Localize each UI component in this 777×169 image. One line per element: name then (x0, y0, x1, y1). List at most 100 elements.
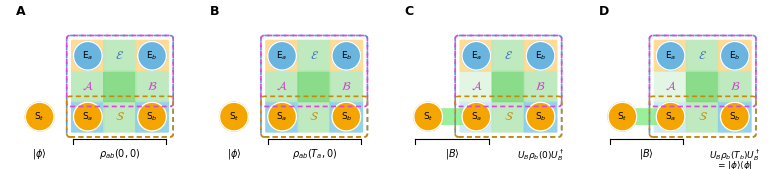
Text: $U_B\rho_b(0)U_B^\dagger$: $U_B\rho_b(0)U_B^\dagger$ (517, 147, 564, 163)
Text: $|B\rangle$: $|B\rangle$ (444, 147, 460, 161)
Circle shape (138, 102, 166, 131)
Circle shape (268, 102, 297, 131)
Circle shape (74, 41, 103, 70)
Text: $\mathrm{E}_a$: $\mathrm{E}_a$ (277, 50, 287, 62)
FancyBboxPatch shape (459, 40, 493, 72)
Text: $\mathrm{S}_a$: $\mathrm{S}_a$ (471, 110, 482, 123)
FancyBboxPatch shape (459, 101, 493, 133)
FancyBboxPatch shape (298, 101, 331, 133)
Text: C: C (405, 5, 413, 18)
FancyBboxPatch shape (71, 40, 105, 72)
Text: $\mathcal{B}$: $\mathcal{B}$ (341, 80, 351, 93)
FancyBboxPatch shape (686, 101, 720, 133)
Circle shape (608, 102, 637, 131)
Circle shape (526, 102, 555, 131)
FancyBboxPatch shape (653, 40, 688, 72)
FancyBboxPatch shape (440, 108, 465, 125)
Text: $|\phi\rangle$: $|\phi\rangle$ (33, 147, 47, 161)
FancyBboxPatch shape (103, 70, 137, 102)
Text: $|B\rangle$: $|B\rangle$ (639, 147, 654, 161)
FancyBboxPatch shape (686, 40, 720, 72)
Text: A: A (16, 5, 26, 18)
Circle shape (332, 102, 361, 131)
FancyBboxPatch shape (329, 40, 363, 72)
FancyBboxPatch shape (135, 40, 169, 72)
FancyBboxPatch shape (265, 101, 299, 133)
Text: $|\phi\rangle$: $|\phi\rangle$ (227, 147, 241, 161)
Text: $\mathrm{S}_t$: $\mathrm{S}_t$ (423, 110, 434, 123)
Text: $\mathrm{E}_b$: $\mathrm{E}_b$ (340, 50, 352, 62)
Circle shape (220, 102, 249, 131)
FancyBboxPatch shape (298, 70, 331, 102)
FancyBboxPatch shape (718, 40, 751, 72)
Text: $\mathrm{S}_t$: $\mathrm{S}_t$ (34, 110, 45, 123)
Text: $\mathrm{E}_a$: $\mathrm{E}_a$ (82, 50, 93, 62)
Circle shape (657, 41, 685, 70)
FancyBboxPatch shape (71, 70, 105, 102)
FancyBboxPatch shape (71, 101, 105, 133)
Text: $\mathcal{S}$: $\mathcal{S}$ (698, 110, 708, 123)
Text: $\mathcal{S}$: $\mathcal{S}$ (309, 110, 319, 123)
FancyBboxPatch shape (135, 70, 169, 102)
Text: $\mathrm{E}_b$: $\mathrm{E}_b$ (146, 50, 158, 62)
FancyBboxPatch shape (492, 101, 525, 133)
Text: $\mathrm{E}_b$: $\mathrm{E}_b$ (729, 50, 740, 62)
Text: $\mathcal{A}$: $\mathcal{A}$ (665, 80, 676, 93)
Text: D: D (599, 5, 609, 18)
Circle shape (720, 41, 749, 70)
Text: $\mathrm{S}_t$: $\mathrm{S}_t$ (228, 110, 239, 123)
FancyBboxPatch shape (103, 101, 137, 133)
Text: $=|\phi\rangle\langle\phi|$: $=|\phi\rangle\langle\phi|$ (716, 159, 753, 169)
Text: $\mathrm{S}_b$: $\mathrm{S}_b$ (146, 110, 158, 123)
Circle shape (414, 102, 443, 131)
FancyBboxPatch shape (329, 101, 363, 133)
Circle shape (720, 102, 749, 131)
Text: $\mathrm{S}_b$: $\mathrm{S}_b$ (729, 110, 740, 123)
Circle shape (26, 102, 54, 131)
Text: $\mathrm{S}_a$: $\mathrm{S}_a$ (82, 110, 93, 123)
Text: $\mathcal{A}$: $\mathcal{A}$ (82, 80, 93, 93)
FancyBboxPatch shape (653, 70, 688, 102)
FancyBboxPatch shape (634, 108, 659, 125)
Text: $\mathrm{E}_a$: $\mathrm{E}_a$ (471, 50, 482, 62)
Circle shape (332, 41, 361, 70)
Text: B: B (211, 5, 220, 18)
FancyBboxPatch shape (653, 101, 688, 133)
FancyBboxPatch shape (492, 70, 525, 102)
FancyBboxPatch shape (103, 40, 137, 72)
Text: $\mathcal{E}$: $\mathcal{E}$ (699, 49, 707, 62)
Text: $\mathrm{S}_a$: $\mathrm{S}_a$ (277, 110, 287, 123)
Text: $\rho_{ab}(0,0)$: $\rho_{ab}(0,0)$ (99, 147, 141, 161)
Text: $\mathrm{S}_b$: $\mathrm{S}_b$ (535, 110, 546, 123)
Text: $\mathrm{S}_a$: $\mathrm{S}_a$ (665, 110, 676, 123)
Text: $\mathcal{E}$: $\mathcal{E}$ (116, 49, 124, 62)
FancyBboxPatch shape (298, 40, 331, 72)
FancyBboxPatch shape (492, 40, 525, 72)
Circle shape (526, 41, 555, 70)
Text: $\mathcal{E}$: $\mathcal{E}$ (310, 49, 319, 62)
Text: $\mathcal{B}$: $\mathcal{B}$ (535, 80, 545, 93)
Text: $\mathrm{E}_b$: $\mathrm{E}_b$ (535, 50, 546, 62)
FancyBboxPatch shape (524, 70, 557, 102)
FancyBboxPatch shape (524, 40, 557, 72)
Text: $\mathrm{E}_a$: $\mathrm{E}_a$ (665, 50, 676, 62)
FancyBboxPatch shape (265, 40, 299, 72)
Text: $\mathcal{A}$: $\mathcal{A}$ (277, 80, 287, 93)
FancyBboxPatch shape (718, 70, 751, 102)
Circle shape (74, 102, 103, 131)
Circle shape (138, 41, 166, 70)
Text: $\mathrm{S}_b$: $\mathrm{S}_b$ (340, 110, 352, 123)
Text: $\mathcal{A}$: $\mathcal{A}$ (471, 80, 482, 93)
Text: $\mathcal{B}$: $\mathcal{B}$ (147, 80, 157, 93)
FancyBboxPatch shape (135, 101, 169, 133)
FancyBboxPatch shape (718, 101, 751, 133)
FancyBboxPatch shape (459, 70, 493, 102)
FancyBboxPatch shape (329, 70, 363, 102)
Text: $U_B\rho_b(T_b)U_B^\dagger$: $U_B\rho_b(T_b)U_B^\dagger$ (709, 147, 761, 163)
Text: $\mathcal{S}$: $\mathcal{S}$ (115, 110, 125, 123)
Text: $\mathcal{S}$: $\mathcal{S}$ (503, 110, 514, 123)
FancyBboxPatch shape (265, 70, 299, 102)
FancyBboxPatch shape (524, 101, 557, 133)
Circle shape (462, 41, 491, 70)
Text: $\mathcal{B}$: $\mathcal{B}$ (730, 80, 740, 93)
